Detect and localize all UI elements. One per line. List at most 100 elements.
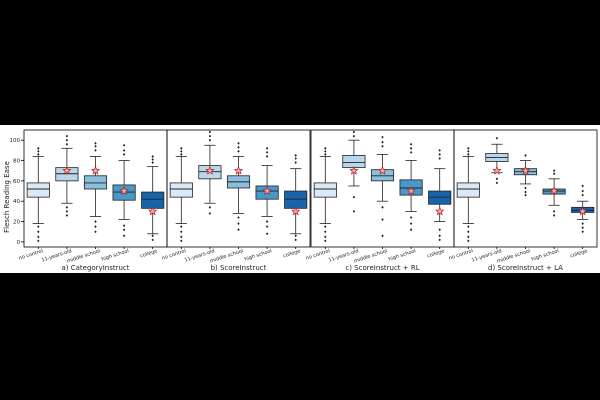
- y-tick-label: 0: [17, 240, 21, 246]
- outlier-point: [294, 154, 297, 157]
- x-tick-label: middle school: [209, 248, 244, 264]
- outlier-point: [151, 161, 154, 164]
- outlier-point: [94, 220, 97, 223]
- outlier-point: [37, 225, 40, 229]
- target-star-marker: [62, 165, 72, 175]
- subplot-title: b) ScoreInstruct: [211, 264, 267, 272]
- outlier-point: [94, 225, 97, 229]
- outlier-point: [294, 238, 297, 242]
- outlier-point: [467, 225, 470, 229]
- outlier-point: [324, 230, 327, 234]
- outlier-point: [324, 149, 327, 153]
- x-tick-label: no control: [448, 248, 474, 261]
- outlier-point: [438, 157, 441, 160]
- outlier-point: [524, 190, 527, 194]
- outlier-point: [237, 216, 240, 219]
- outlier-point: [65, 214, 69, 217]
- y-tick-label: 40: [13, 199, 20, 205]
- target-star-marker: [435, 206, 445, 216]
- outlier-point: [467, 149, 470, 153]
- outlier-point: [352, 209, 356, 213]
- target-star-marker: [349, 165, 359, 175]
- outlier-point: [151, 238, 154, 242]
- x-tick-label: no control: [18, 248, 44, 261]
- outlier-point: [495, 181, 499, 185]
- target-star-marker: [90, 165, 101, 175]
- outlier-point: [552, 209, 556, 213]
- outlier-point: [495, 136, 499, 140]
- outlier-point: [65, 138, 69, 142]
- x-tick-label: college: [569, 248, 588, 259]
- target-star-marker: [520, 165, 531, 175]
- outlier-point: [265, 225, 269, 229]
- outlier-point: [581, 189, 584, 193]
- outlier-point: [352, 134, 356, 138]
- outlier-point: [581, 226, 584, 230]
- outlier-point: [438, 153, 441, 156]
- outlier-point: [65, 205, 69, 209]
- x-tick-label: high school: [101, 248, 130, 263]
- outlier-point: [208, 212, 212, 215]
- outlier-point: [65, 134, 69, 138]
- outlier-point: [381, 234, 384, 238]
- outlier-point: [409, 146, 413, 150]
- target-star-marker: [262, 186, 272, 196]
- outlier-point: [524, 193, 527, 197]
- x-tick-label: college: [139, 248, 158, 259]
- outlier-point: [352, 195, 356, 199]
- outlier-point: [151, 155, 154, 158]
- outlier-point: [237, 145, 240, 149]
- outlier-point: [151, 158, 154, 161]
- box-college: [141, 191, 165, 209]
- outlier-point: [294, 234, 297, 238]
- outlier-point: [467, 230, 470, 234]
- outlier-point: [381, 140, 384, 144]
- outlier-point: [237, 222, 240, 225]
- y-tick-label: 20: [13, 220, 20, 226]
- x-tick-label: college: [282, 248, 301, 259]
- outlier-point: [122, 228, 126, 232]
- outlier-point: [467, 235, 470, 239]
- outlier-point: [381, 135, 384, 139]
- outlier-point: [208, 134, 212, 138]
- box-college: [284, 190, 308, 209]
- outlier-point: [294, 157, 297, 160]
- outlier-point: [37, 235, 40, 239]
- figure-panel: Flesch Reading Ease 0 20 40 60 80 100 no contr…: [0, 125, 600, 273]
- target-star-marker: [205, 165, 215, 175]
- outlier-point: [552, 169, 556, 173]
- outlier-point: [37, 153, 40, 156]
- outlier-point: [180, 146, 183, 150]
- outlier-point: [409, 228, 413, 232]
- x-tick-label: middle school: [496, 248, 531, 264]
- y-tick-label: 60: [13, 179, 20, 185]
- subplot-title: d) ScoreInstruct + LA: [488, 264, 563, 272]
- outlier-point: [324, 153, 327, 156]
- outlier-point: [581, 184, 584, 188]
- target-star-marker: [291, 206, 301, 216]
- target-star-marker: [406, 186, 416, 196]
- outlier-point: [237, 228, 240, 232]
- outlier-point: [265, 220, 269, 223]
- outlier-point: [524, 154, 527, 157]
- outlier-point: [94, 144, 97, 148]
- outlier-point: [381, 218, 384, 221]
- box-no-control: [313, 182, 337, 198]
- outlier-point: [265, 150, 269, 154]
- outlier-point: [37, 146, 40, 150]
- outlier-point: [265, 146, 269, 150]
- outlier-point: [94, 141, 97, 145]
- outlier-point: [324, 239, 327, 243]
- outlier-point: [581, 230, 584, 234]
- outlier-point: [581, 222, 584, 225]
- box-middle-school: [83, 175, 108, 190]
- outlier-point: [208, 130, 212, 134]
- outlier-point: [409, 150, 413, 154]
- outlier-point: [438, 228, 441, 232]
- outlier-point: [409, 222, 413, 225]
- outlier-point: [381, 144, 384, 148]
